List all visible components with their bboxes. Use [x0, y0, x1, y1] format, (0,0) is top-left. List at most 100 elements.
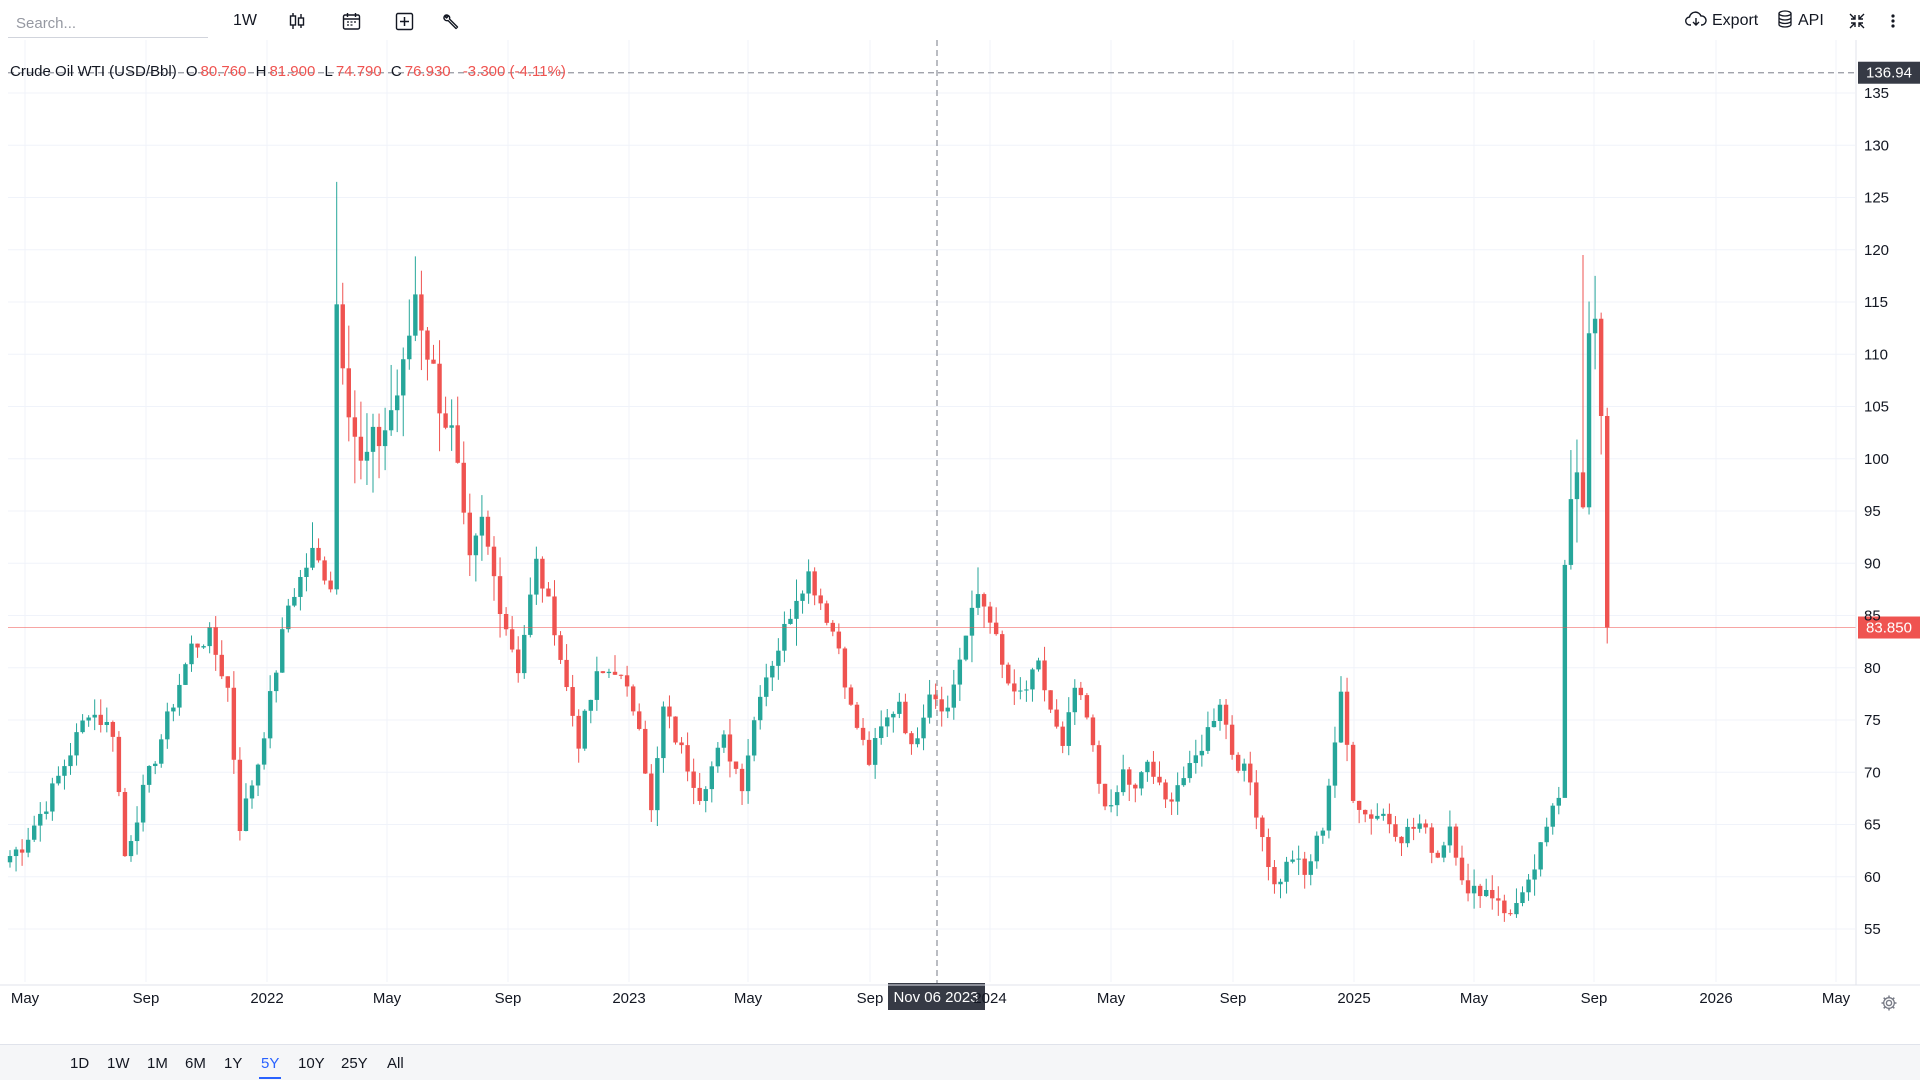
candle-body	[872, 738, 878, 765]
candle-body	[485, 516, 491, 547]
range-button-1m[interactable]: 1M	[147, 1055, 168, 1072]
candle-body	[1477, 885, 1483, 897]
candle-body	[1036, 660, 1041, 670]
candle-body	[340, 304, 345, 369]
candle-body	[637, 711, 642, 729]
range-button-25y[interactable]: 25Y	[341, 1055, 368, 1072]
more-menu-icon[interactable]	[1890, 8, 1896, 34]
candle-body	[116, 736, 122, 793]
crosshair-price-badge	[1858, 61, 1920, 84]
high-label: H	[255, 63, 267, 80]
candle-body	[751, 720, 757, 756]
candle-body	[1423, 823, 1428, 828]
search-input[interactable]	[8, 10, 208, 38]
candle-body	[945, 707, 950, 712]
candle-body	[733, 761, 739, 769]
candle-body	[1054, 709, 1059, 727]
candle-body	[1229, 724, 1235, 755]
candle-body	[1012, 683, 1017, 692]
x-tick-label: Sep	[1220, 990, 1247, 1007]
symbol-name: Crude Oil WTI (USD/Bbl)	[10, 63, 177, 80]
y-tick-label: 55	[1864, 921, 1881, 938]
candlestick-icon[interactable]	[288, 8, 306, 34]
collapse-icon[interactable]	[1848, 8, 1866, 34]
range-button-1w[interactable]: 1W	[107, 1055, 130, 1072]
candle-body	[1471, 885, 1477, 894]
candle-body	[159, 739, 164, 764]
x-tick-label: 2023	[612, 990, 645, 1007]
y-tick-label: 115	[1864, 294, 1888, 311]
candle-body	[516, 649, 521, 674]
candle-body	[1568, 499, 1574, 565]
candle-body	[1193, 755, 1198, 764]
calendar-icon[interactable]	[342, 8, 361, 34]
candle-body	[703, 789, 708, 802]
candle-body	[885, 717, 890, 727]
candle-body	[32, 825, 37, 840]
range-button-all[interactable]: All	[387, 1055, 404, 1072]
candle-body	[866, 739, 872, 765]
candle-body	[1532, 869, 1537, 880]
candle-body	[1465, 880, 1471, 894]
candle-body	[50, 783, 55, 812]
wrench-icon[interactable]	[442, 8, 460, 34]
candle-body	[1205, 727, 1211, 751]
candle-body	[1356, 800, 1362, 810]
candle-body	[1235, 754, 1241, 771]
candle-body	[951, 684, 956, 708]
candle-body	[128, 841, 134, 857]
candle-body	[431, 359, 436, 364]
candle-body	[491, 546, 497, 577]
x-tick-label: May	[1097, 990, 1126, 1007]
candle-body	[443, 413, 448, 428]
chart-area[interactable]: 83.850 136.94 Nov 06 2023 55 60 65 70 75 80 85 90…	[0, 40, 1920, 1010]
candle-body	[86, 717, 91, 721]
candle-body	[1574, 472, 1580, 500]
candle-body	[957, 659, 963, 685]
range-button-1y[interactable]: 1Y	[224, 1055, 243, 1072]
crosshair-date-label: Nov 06 2023	[893, 989, 978, 1006]
candle-body	[643, 728, 648, 774]
candle-body	[1187, 763, 1192, 779]
candle-body	[231, 687, 237, 760]
add-indicator-icon[interactable]	[395, 8, 414, 34]
grid-lines	[8, 40, 1855, 982]
price-chart[interactable]: 83.850 136.94 Nov 06 2023 55 60 65 70 75 80 85 90…	[0, 40, 1920, 1010]
candle-body	[1296, 858, 1301, 860]
candle-body	[1199, 750, 1205, 756]
interval-button[interactable]: 1W	[233, 12, 257, 29]
range-button-10y[interactable]: 10Y	[298, 1055, 325, 1072]
candle-body	[1006, 664, 1011, 684]
export-button[interactable]: Export	[1685, 8, 1758, 34]
candle-body	[292, 596, 297, 606]
x-tick-label: May	[1460, 990, 1489, 1007]
range-button-6m[interactable]: 6M	[185, 1055, 206, 1072]
candle-body	[570, 687, 575, 716]
candle-body	[854, 704, 860, 728]
y-tick-label: 105	[1864, 399, 1889, 416]
candle-body	[1102, 783, 1108, 807]
candle-body	[376, 426, 382, 447]
range-button-5y[interactable]: 5Y	[259, 1055, 282, 1079]
x-tick-label: May	[373, 990, 402, 1007]
candle-body	[927, 694, 932, 718]
candle-body	[80, 720, 85, 733]
candle-body	[975, 594, 981, 608]
api-button[interactable]: API	[1777, 8, 1824, 34]
candle-body	[455, 425, 460, 463]
candle-body	[62, 766, 67, 776]
candle-body	[13, 849, 19, 857]
y-tick-label: 95	[1864, 503, 1881, 520]
candle-body	[1447, 826, 1453, 846]
candle-body	[1556, 797, 1561, 806]
gear-icon[interactable]	[1880, 994, 1898, 1012]
candle-body	[461, 462, 466, 513]
range-button-1d[interactable]: 1D	[70, 1055, 90, 1072]
candle-body	[1538, 842, 1543, 870]
candle-body	[68, 755, 73, 767]
candle-body	[407, 335, 412, 360]
candle-body	[939, 699, 944, 712]
candle-body	[352, 417, 358, 437]
candle-body	[449, 425, 454, 428]
candle-body	[328, 580, 333, 590]
